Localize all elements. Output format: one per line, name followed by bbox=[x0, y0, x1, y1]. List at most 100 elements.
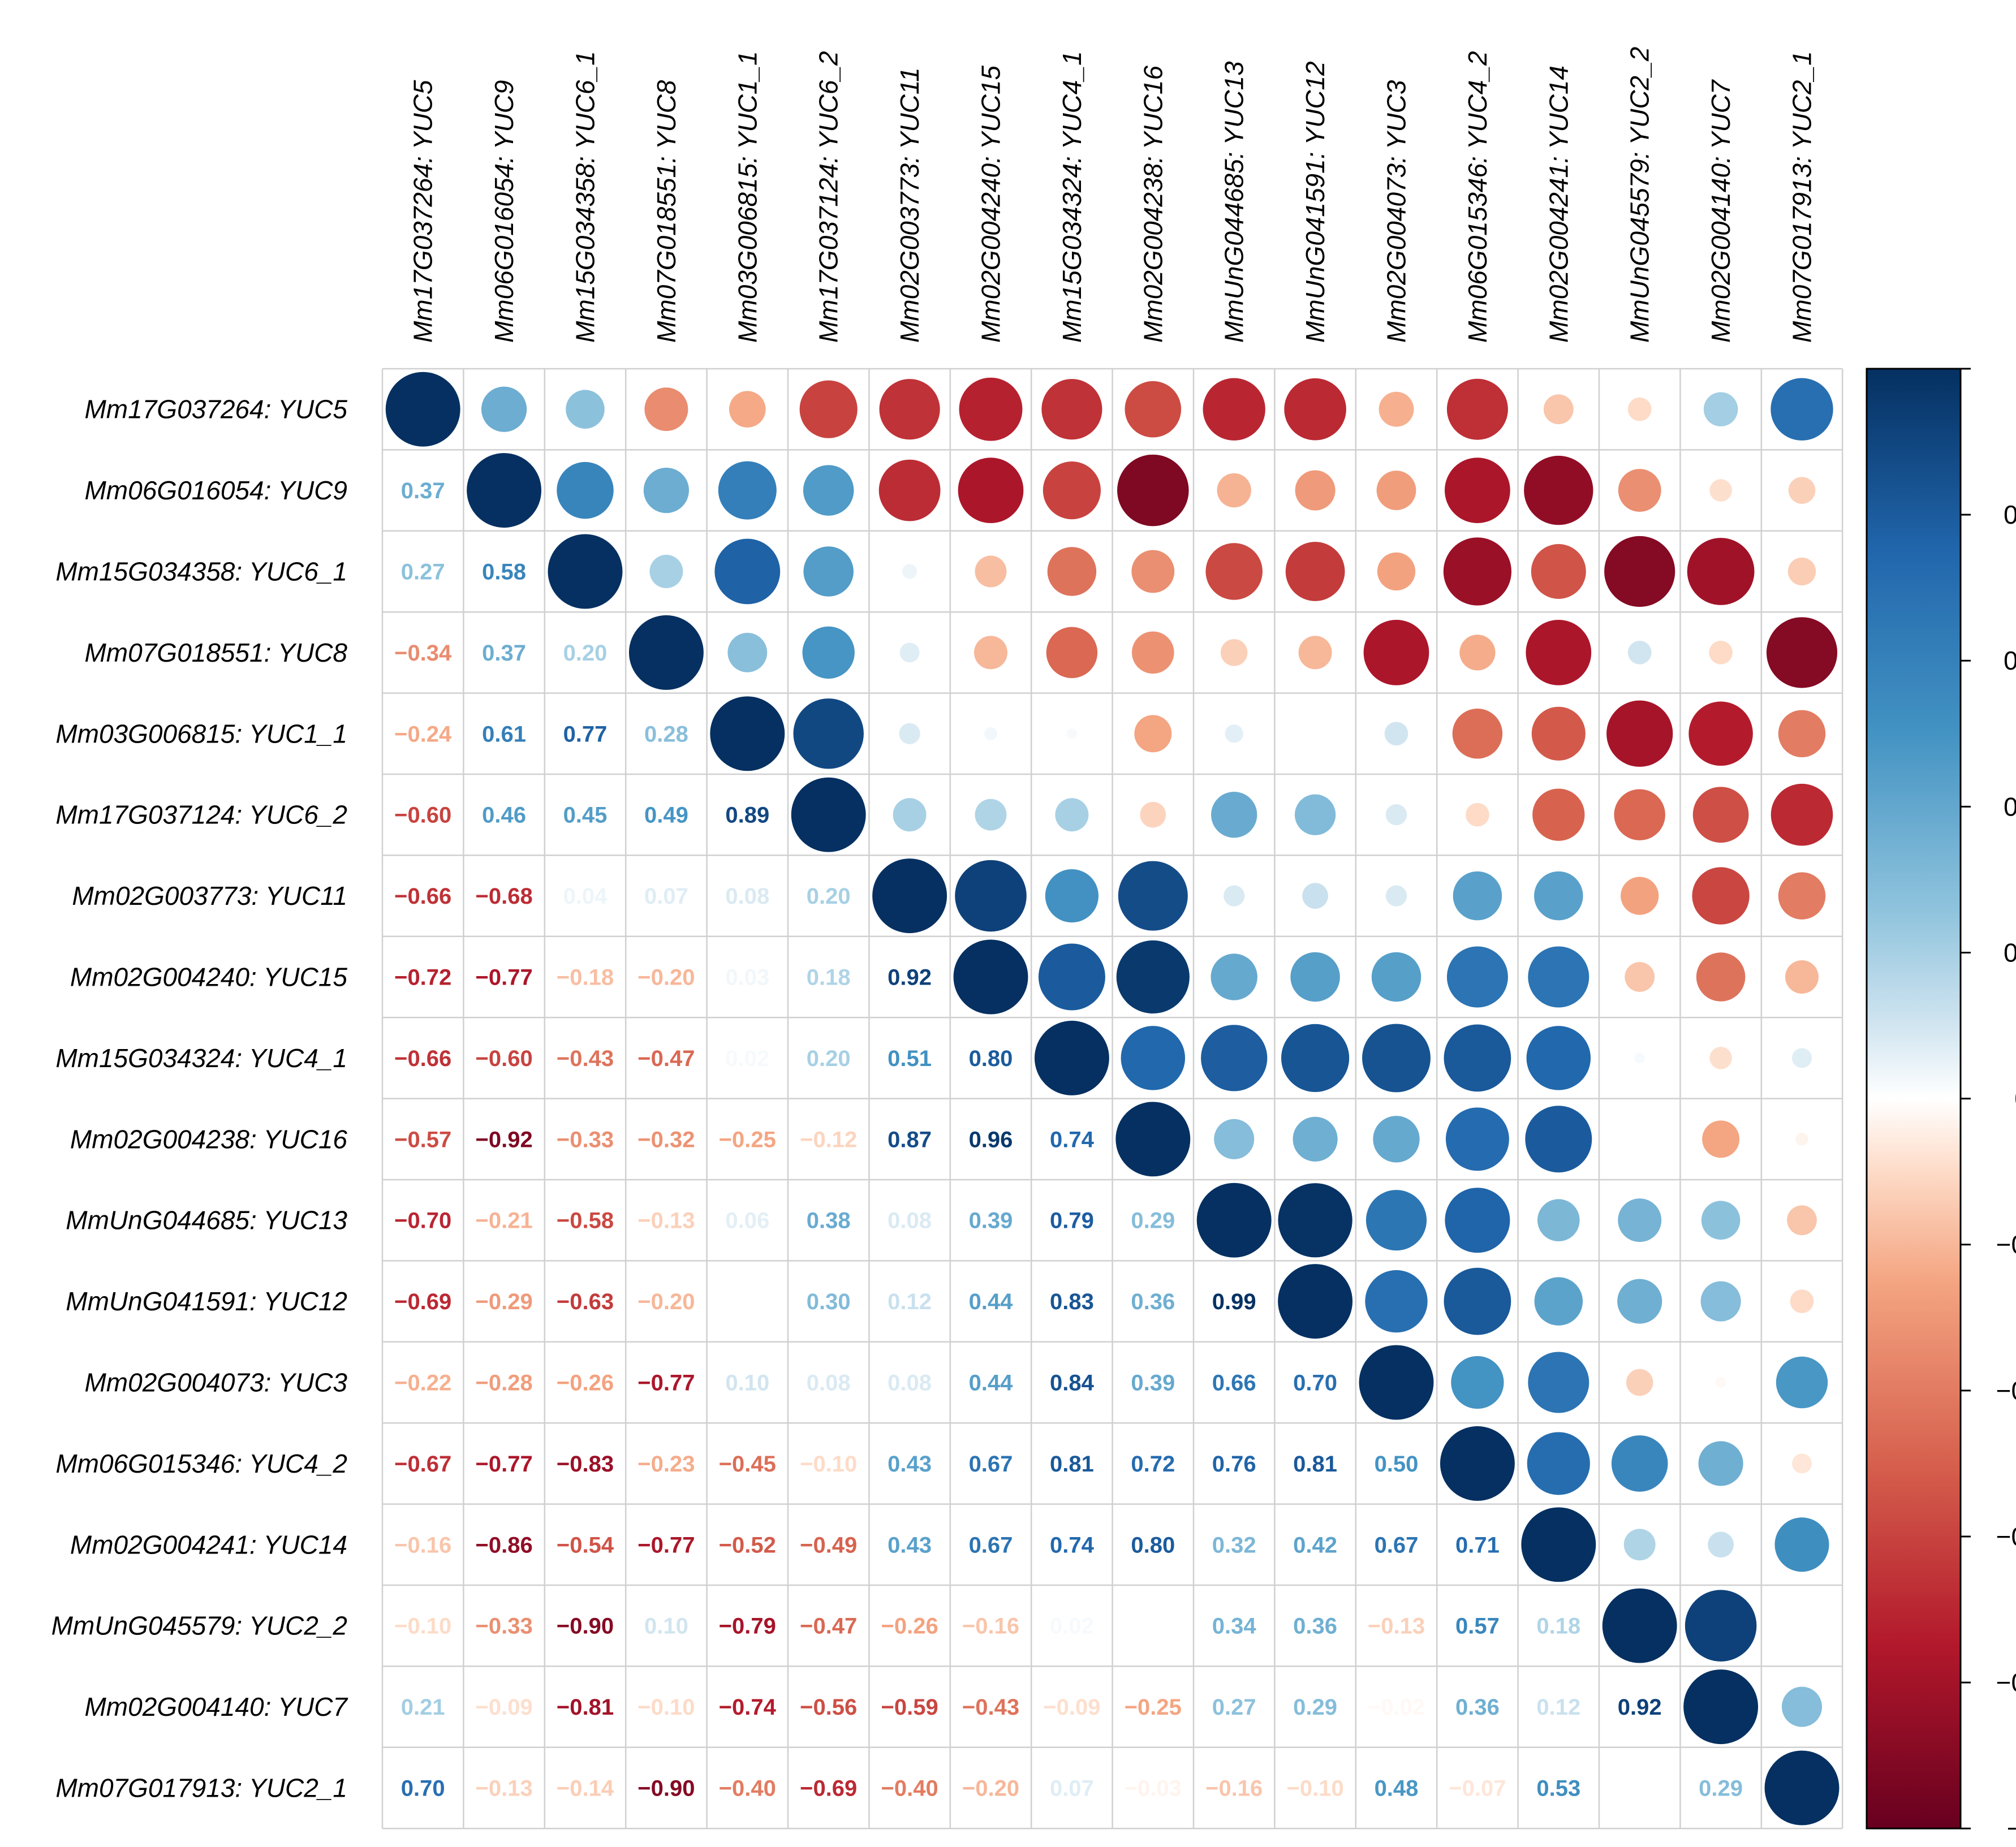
correlation-circle bbox=[1211, 792, 1257, 838]
correlation-circle bbox=[1211, 953, 1257, 1000]
correlation-value: 0.51 bbox=[888, 1046, 932, 1071]
correlation-circle bbox=[1201, 1025, 1268, 1091]
row-label: Mm02G004140: YUC7 bbox=[84, 1692, 348, 1721]
correlation-value: 0.30 bbox=[807, 1289, 851, 1314]
correlation-value: 0.08 bbox=[888, 1371, 932, 1396]
correlation-value: −0.40 bbox=[719, 1776, 776, 1801]
correlation-circle bbox=[1452, 709, 1503, 759]
correlation-value: −0.45 bbox=[719, 1452, 776, 1477]
correlation-circle bbox=[557, 461, 614, 519]
column-label: Mm02G003773: YUC11 bbox=[895, 67, 924, 343]
correlation-value: −0.77 bbox=[637, 1371, 695, 1396]
column-label: Mm15G034358: YUC6_1 bbox=[571, 51, 600, 343]
correlation-circle bbox=[878, 459, 941, 521]
correlation-value: 0.77 bbox=[563, 722, 608, 746]
column-label: Mm02G004240: YUC15 bbox=[976, 65, 1006, 343]
grid-lines bbox=[381, 368, 1843, 1829]
colorbar-tick-label: 1 bbox=[2014, 354, 2016, 383]
correlation-value: 0.79 bbox=[1050, 1209, 1094, 1233]
correlation-circle bbox=[1623, 1529, 1656, 1561]
correlation-circle bbox=[802, 626, 855, 679]
correlation-circle bbox=[1700, 1281, 1741, 1322]
correlation-value: −0.25 bbox=[719, 1127, 776, 1152]
correlation-value: 0.61 bbox=[482, 722, 526, 746]
row-label: Mm17G037124: YUC6_2 bbox=[55, 800, 347, 830]
correlation-circle bbox=[899, 642, 920, 663]
correlation-value: 0.96 bbox=[969, 1127, 1013, 1152]
correlation-value: 0.44 bbox=[969, 1289, 1014, 1314]
correlation-value: 0.42 bbox=[1293, 1533, 1337, 1557]
correlation-circle bbox=[1038, 943, 1105, 1011]
correlation-circle bbox=[1715, 1377, 1726, 1388]
correlation-value: −0.20 bbox=[637, 965, 695, 990]
correlation-circle bbox=[1709, 641, 1733, 664]
correlation-circle bbox=[1766, 617, 1838, 688]
correlation-value: −0.67 bbox=[394, 1452, 451, 1477]
correlation-circle bbox=[1611, 1435, 1668, 1492]
correlation-circle bbox=[1281, 1024, 1350, 1092]
correlation-circle bbox=[1634, 1052, 1645, 1064]
correlation-circle bbox=[1295, 470, 1336, 511]
correlation-value: −0.60 bbox=[394, 803, 451, 828]
correlation-circle bbox=[1602, 1588, 1677, 1663]
correlation-circle bbox=[1778, 872, 1826, 920]
correlation-circle bbox=[1785, 960, 1819, 994]
correlation-circle bbox=[467, 453, 542, 528]
column-label: Mm15G034324: YUC4_1 bbox=[1057, 51, 1087, 343]
correlation-circle bbox=[1203, 378, 1265, 441]
correlation-value: 0.00 bbox=[1618, 1776, 1662, 1801]
correlation-value: −0.52 bbox=[719, 1533, 776, 1557]
colorbar-tick-label: 0.2 bbox=[2004, 938, 2016, 967]
colorbar-tick-label: −0.2 bbox=[1996, 1230, 2016, 1259]
correlation-circle bbox=[1131, 550, 1175, 593]
correlation-circle bbox=[975, 555, 1007, 588]
correlation-value: 0.48 bbox=[1375, 1776, 1419, 1801]
correlation-value: −0.83 bbox=[557, 1452, 614, 1477]
correlation-circle bbox=[1787, 1205, 1817, 1236]
column-label: Mm02G004073: YUC3 bbox=[1382, 80, 1411, 343]
correlation-circle bbox=[872, 858, 947, 934]
correlation-value: 0.37 bbox=[401, 478, 445, 503]
colorbar: 1 0.8 0.6 0.4 0.2 0 −0.2 −0.4 −0.6 −0.8 −1 bbox=[1866, 354, 2016, 1843]
correlation-circle bbox=[1525, 1106, 1592, 1173]
correlation-circle bbox=[793, 698, 864, 769]
correlation-value: −0.70 bbox=[394, 1209, 451, 1233]
correlation-value: −0.33 bbox=[557, 1127, 614, 1152]
correlation-circle bbox=[1284, 378, 1346, 441]
correlation-value: −0.90 bbox=[637, 1776, 695, 1801]
correlation-circle bbox=[1444, 1024, 1511, 1092]
correlation-circle bbox=[1115, 1102, 1191, 1177]
correlation-circle bbox=[1618, 1198, 1662, 1242]
correlation-circle bbox=[1701, 1201, 1741, 1240]
correlation-circle bbox=[1046, 627, 1098, 679]
row-label: Mm02G004238: YUC16 bbox=[70, 1124, 348, 1154]
correlation-circle bbox=[1225, 724, 1243, 743]
correlation-value: −0.72 bbox=[394, 965, 451, 990]
correlation-circle bbox=[710, 696, 785, 771]
correlation-circle bbox=[1131, 631, 1174, 674]
correlation-value: 0.58 bbox=[482, 560, 526, 585]
correlation-value: −0.69 bbox=[800, 1776, 857, 1801]
correlation-circle bbox=[974, 636, 1007, 670]
colorbar-tick-label: −0.4 bbox=[1996, 1376, 2016, 1405]
row-label: Mm15G034358: YUC6_1 bbox=[55, 557, 347, 586]
correlation-circle bbox=[1365, 1270, 1428, 1333]
correlation-value: 0.67 bbox=[969, 1452, 1013, 1477]
correlation-circle bbox=[803, 465, 854, 516]
correlation-value: 0.20 bbox=[807, 1046, 851, 1071]
correlation-circle bbox=[1298, 636, 1332, 670]
correlation-circle bbox=[548, 534, 623, 609]
correlation-circle bbox=[1359, 1345, 1434, 1420]
correlation-value: −0.20 bbox=[962, 1776, 1019, 1801]
correlation-value: 0.08 bbox=[807, 1371, 851, 1396]
correlation-value: 0.70 bbox=[401, 1776, 445, 1801]
correlation-circle bbox=[1764, 1750, 1840, 1826]
correlation-circle bbox=[385, 372, 460, 447]
correlation-value: 0.02 bbox=[725, 1046, 769, 1071]
row-label: Mm02G003773: YUC11 bbox=[72, 881, 347, 910]
correlation-value: −0.23 bbox=[637, 1452, 695, 1477]
correlation-value: 0.83 bbox=[1050, 1289, 1094, 1314]
correlation-value: 0.12 bbox=[1536, 1695, 1580, 1720]
correlation-circle bbox=[1278, 1183, 1352, 1258]
